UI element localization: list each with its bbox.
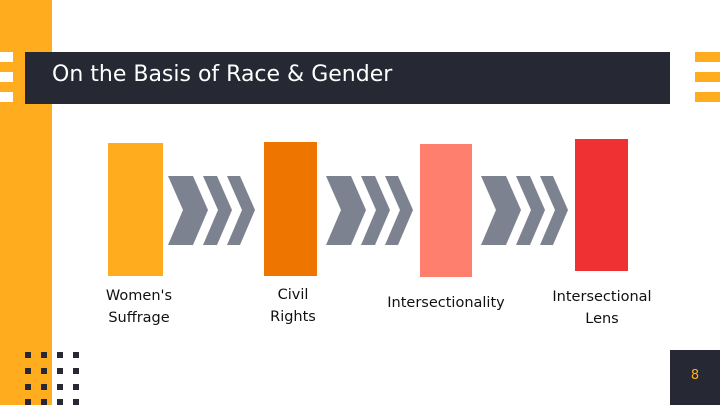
tab-mark [695,92,720,102]
chevron-arrow-icon [385,176,413,245]
step-label-line: Lens [585,311,619,327]
chevron-arrow-icon [540,176,568,245]
tab-mark [695,72,720,82]
step-label-intersectional-lens: Intersectional Lens [542,286,662,330]
step-box-intersectional-lens [575,139,628,271]
step-box-intersectionality [420,144,472,277]
chevron-arrow-icon [481,176,521,245]
chevron-arrow-icon [168,176,208,245]
tab-mark [695,52,720,62]
chevron-arrow-icon [326,176,366,245]
slide-title: On the Basis of Race & Gender [52,62,393,87]
title-bar [25,52,670,104]
step-label-intersectionality: Intersectionality [380,292,512,314]
step-label-line: Women's [105,288,173,304]
tab-mark [0,52,13,62]
step-label-line: Intersectional [552,289,652,305]
step-label-line: Suffrage [108,310,170,326]
step-label-womens-suffrage: Women's Suffrage [84,285,194,329]
step-label-line: Intersectionality [387,295,505,311]
step-box-civil-rights [264,142,317,276]
step-label-civil-rights: Civil Rights [238,284,348,328]
chevron-arrow-icon [203,176,232,245]
chevron-arrow-icon [361,176,390,245]
step-box-womens-suffrage [108,143,163,276]
tab-mark [0,72,13,82]
page-number-box [670,350,720,405]
chevron-arrow-icon [227,176,255,245]
page-number: 8 [690,368,700,383]
step-label-line: Civil [277,287,309,303]
chevron-arrow-icon [516,176,545,245]
tab-mark [0,92,13,102]
step-label-line: Rights [270,309,316,325]
